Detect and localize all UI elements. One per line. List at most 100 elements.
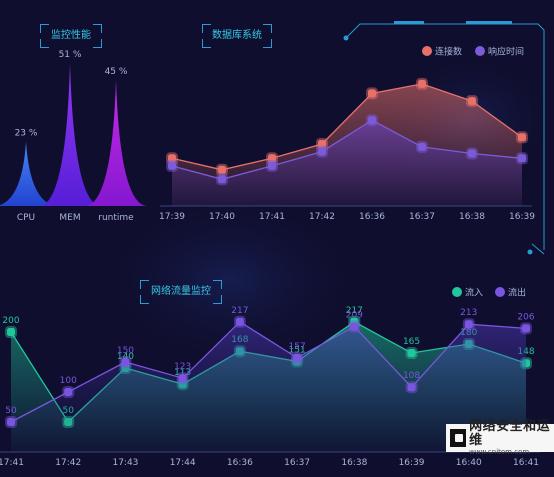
x-tick-16-40: 16:40 [456, 458, 482, 468]
legend-marker-1 [495, 287, 505, 297]
series-1-point [235, 317, 244, 326]
value-label-runtime: 45 % [105, 67, 128, 77]
legend-label-1: 流出 [508, 287, 526, 299]
x-tick-16-36: 16:36 [227, 458, 253, 468]
watermark: 网络安全和运维 www.cnitom.com [446, 419, 554, 456]
legend-marker-1 [475, 46, 485, 56]
series-0-point [218, 165, 226, 174]
series-area-1 [172, 120, 522, 206]
legend-marker-0 [452, 287, 462, 297]
series-1-point [368, 116, 376, 125]
x-tick-mem: MEM [59, 213, 80, 223]
bracket-tl [140, 280, 149, 289]
x-tick-17-39: 17:39 [159, 212, 185, 222]
series-1-point [518, 154, 526, 163]
value-label-cpu: 23 % [15, 129, 38, 139]
x-tick-16-38: 16:38 [341, 458, 367, 468]
bracket-bl [140, 295, 149, 304]
x-tick-17-42: 17:42 [309, 212, 335, 222]
series-0-point [407, 349, 416, 357]
x-tick-17-42: 17:42 [55, 458, 81, 468]
bracket-bl [202, 39, 211, 48]
series-0-point [7, 328, 15, 336]
data-label-series-1: 157 [289, 342, 306, 352]
data-label-series-0: 200 [2, 316, 19, 326]
data-label-series-0: 151 [289, 345, 306, 355]
series-1-point [407, 383, 416, 392]
bracket-br [213, 295, 222, 304]
series-1-point [178, 374, 187, 383]
series-0-point [368, 89, 376, 98]
series-1-point [121, 358, 130, 366]
bracket-tr [263, 24, 272, 33]
x-tick-16-41: 16:41 [513, 458, 539, 468]
bracket-tl [202, 24, 211, 33]
watermark-url: www.cnitom.com [469, 447, 530, 456]
watermark-logo-icon [450, 429, 467, 447]
watermark-text: 网络安全和运维 [469, 418, 551, 448]
x-tick-17-41: 17:41 [0, 458, 24, 468]
series-1-point [318, 147, 326, 156]
legend-label-0: 连接数 [435, 46, 462, 58]
data-label-series-1: 108 [403, 371, 420, 381]
series-area-1 [11, 321, 526, 452]
net-chart: 17:41 17:42 17:43 17:44 16:36 16:37 16:38 16:39… [0, 287, 540, 468]
x-tick-16-39: 16:39 [399, 458, 425, 468]
bracket-tr [93, 24, 102, 33]
series-0-point [318, 140, 326, 148]
bracket-tr [213, 280, 222, 289]
legend-label-0: 流入 [465, 287, 483, 299]
x-tick-runtime: runtime [98, 213, 134, 223]
series-line-1 [171, 119, 523, 180]
peak-mem [40, 63, 100, 207]
x-tick-17-44: 17:44 [170, 458, 196, 468]
series-1-point [293, 353, 302, 362]
db-title-frame: 数据库系统 [202, 24, 272, 48]
series-1-point [522, 324, 530, 333]
bracket-bl [40, 39, 49, 48]
perf-title: 监控性能 [51, 30, 91, 41]
data-label-series-1: 209 [346, 311, 363, 321]
series-0-point [468, 97, 476, 106]
series-1-point [468, 149, 476, 158]
perf-chart: 23 % CPU 51 % MEM 45 % runtime [0, 50, 146, 223]
data-label-series-1: 206 [517, 312, 534, 322]
series-1-point [350, 322, 359, 331]
x-tick-17-43: 17:43 [112, 458, 138, 468]
series-line-1 [10, 320, 527, 423]
x-tick-17-41: 17:41 [259, 212, 285, 222]
bracket-tl [40, 24, 49, 33]
x-tick-16-39: 16:39 [509, 212, 535, 222]
series-1-point [7, 418, 15, 426]
x-tick-cpu: CPU [17, 213, 35, 223]
bracket-br [93, 39, 102, 48]
data-label-series-0: 113 [174, 368, 191, 378]
series-1-point [268, 161, 276, 170]
series-1-point [418, 142, 426, 151]
data-label-series-0: 148 [517, 347, 534, 357]
series-0-point [518, 133, 526, 142]
peak-runtime [86, 80, 146, 206]
background-glow [90, 190, 370, 370]
db-title: 数据库系统 [212, 30, 262, 41]
series-1-point [464, 320, 473, 329]
data-label-series-1: 100 [60, 376, 77, 386]
data-label-series-1: 123 [174, 362, 191, 372]
series-1-point [168, 161, 176, 170]
series-1-point [64, 388, 73, 396]
data-label-series-1: 213 [460, 308, 477, 318]
series-line-0 [171, 83, 523, 171]
data-label-series-0: 140 [117, 352, 134, 362]
perf-title-frame: 监控性能 [40, 24, 102, 48]
x-tick-16-36: 16:36 [359, 212, 385, 222]
legend-label-1: 响应时间 [488, 46, 524, 58]
data-label-series-1: 217 [231, 306, 248, 316]
x-tick-16-37: 16:37 [284, 458, 310, 468]
x-tick-17-40: 17:40 [209, 212, 235, 222]
data-label-series-1: 150 [117, 346, 134, 356]
x-tick-16-38: 16:38 [459, 212, 485, 222]
value-label-mem: 51 % [59, 50, 82, 60]
data-label-series-1: 50 [5, 406, 17, 416]
